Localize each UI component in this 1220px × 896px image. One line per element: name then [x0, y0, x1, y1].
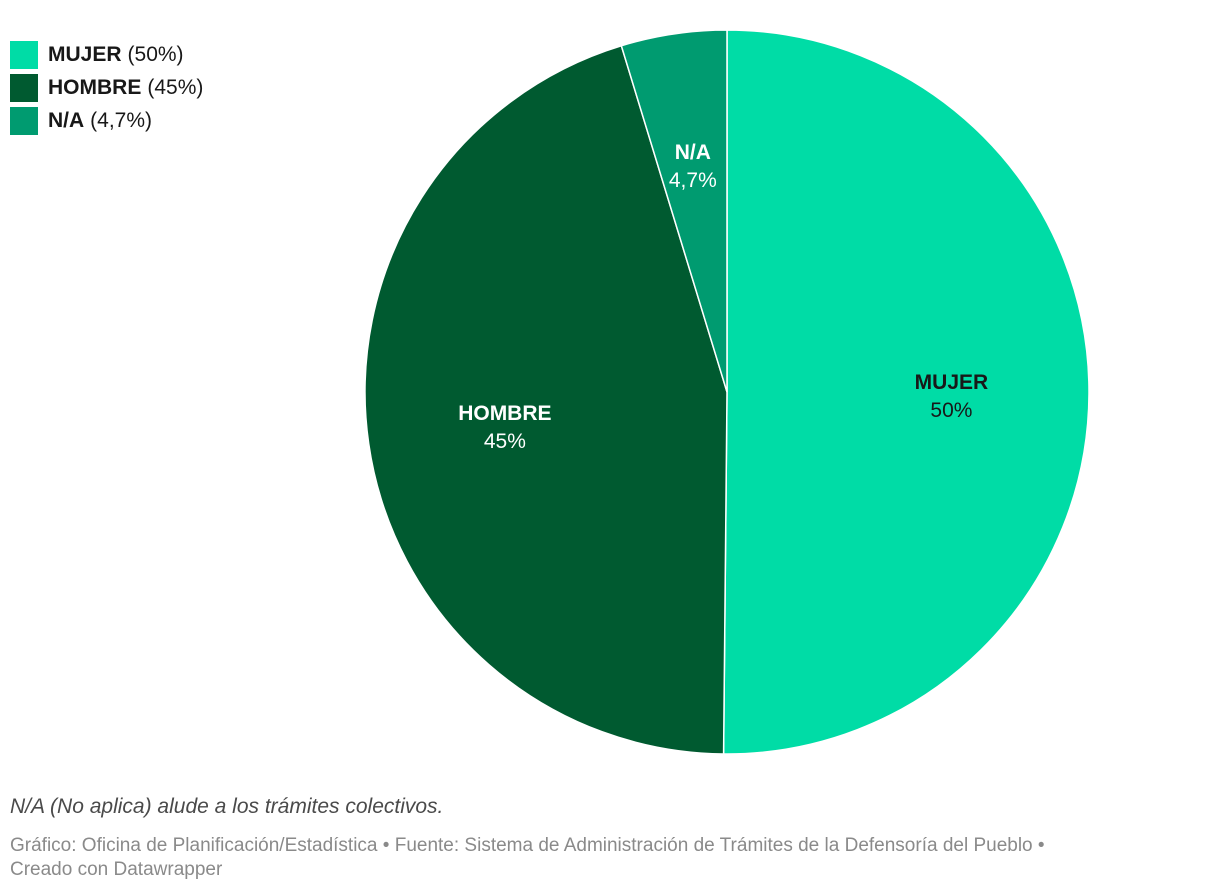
legend-value-mujer: (50%): [127, 42, 184, 66]
legend-item-na: N/A (4,7%): [10, 104, 203, 137]
footer-credits: Gráfico: Oficina de Planificación/Estadí…: [10, 835, 1045, 856]
legend-swatch-na: [10, 106, 38, 135]
footer-created-with: Creado con Datawrapper: [10, 859, 223, 880]
pie-chart: MUJER 50% HOMBRE 45% N/A 4,7%: [364, 29, 1090, 755]
legend-label-hombre: HOMBRE: [48, 75, 142, 99]
pie-slice-na: [620, 29, 728, 393]
slice-label-hombre: HOMBRE: [458, 402, 551, 425]
pie-slices: [364, 29, 1090, 755]
chart-footer: Gráfico: Oficina de Planificación/Estadí…: [10, 834, 1215, 882]
chart-note: N/A (No aplica) alude a los trámites col…: [10, 795, 444, 818]
legend-swatch-mujer: [10, 40, 38, 69]
slice-value-hombre: 45%: [484, 430, 526, 453]
slice-label-mujer: MUJER: [915, 371, 989, 394]
legend: MUJER (50%) HOMBRE (45%) N/A (4,7%): [10, 38, 203, 137]
pie-labels: MUJER 50% HOMBRE 45% N/A 4,7%: [458, 141, 988, 453]
legend-item-mujer: MUJER (50%): [10, 38, 203, 71]
legend-label-mujer: MUJER: [48, 42, 122, 66]
slice-label-na: N/A: [675, 141, 711, 164]
slice-value-na: 4,7%: [669, 169, 717, 192]
legend-value-na: (4,7%): [90, 108, 153, 132]
slice-value-mujer: 50%: [930, 399, 972, 422]
legend-swatch-hombre: [10, 73, 38, 102]
pie-slice-mujer: [722, 29, 1090, 755]
legend-value-hombre: (45%): [147, 75, 204, 99]
pie-slice-hombre: [364, 44, 728, 755]
legend-item-hombre: HOMBRE (45%): [10, 71, 203, 104]
legend-label-na: N/A: [48, 108, 85, 132]
